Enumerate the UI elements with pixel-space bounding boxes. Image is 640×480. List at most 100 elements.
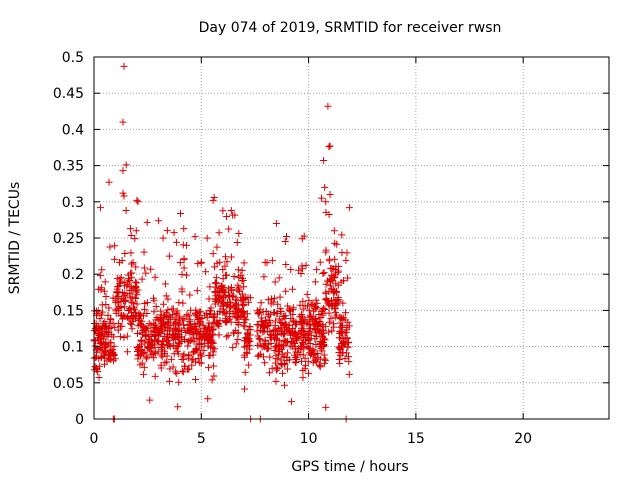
scatter-point — [150, 308, 158, 316]
scatter-point — [169, 305, 177, 313]
x-tick-label: 20 — [514, 431, 532, 447]
scatter-point — [185, 352, 193, 360]
scatter-point — [123, 348, 131, 356]
axis-ticks: 0 0.05 0.1 0.15 0.2 0.25 0.3 0.35 0.4 0.45 0.5 0 5 10… — [53, 50, 609, 447]
scatter-point — [317, 313, 325, 321]
scatter-point — [338, 329, 346, 337]
scatter-point — [283, 233, 291, 241]
scatter-point — [222, 317, 230, 325]
scatter-point — [146, 347, 154, 355]
scatter-point — [216, 308, 224, 316]
scatter-point — [328, 277, 336, 285]
scatter-point — [165, 252, 173, 260]
scatter-point — [147, 265, 155, 273]
scatter-point — [193, 287, 201, 295]
y-tick-label: 0.1 — [62, 340, 84, 356]
scatter-point — [208, 323, 216, 331]
scatter-point — [316, 258, 324, 266]
scatter-point — [307, 312, 315, 320]
scatter-point — [115, 320, 123, 328]
scatter-point — [209, 348, 217, 356]
scatter-point — [232, 301, 240, 309]
scatter-point — [128, 293, 136, 301]
scatter-point — [166, 365, 174, 373]
scatter-point — [141, 299, 149, 307]
data-points — [90, 62, 353, 423]
scatter-point — [151, 372, 159, 380]
scatter-point — [220, 299, 228, 307]
scatter-point — [205, 295, 213, 303]
scatter-point — [133, 279, 141, 287]
scatter-point — [134, 343, 142, 351]
scatter-point — [172, 329, 180, 337]
scatter-point — [282, 287, 290, 295]
scatter-point — [345, 353, 353, 361]
scatter-point — [239, 308, 247, 316]
scatter-point — [261, 336, 269, 344]
scatter-point — [203, 337, 211, 345]
scatter-point — [287, 266, 295, 274]
scatter-point — [299, 367, 307, 375]
scatter-point — [221, 288, 229, 296]
scatter-point — [311, 305, 319, 313]
scatter-point — [321, 359, 329, 367]
scatter-point — [298, 235, 306, 243]
scatter-point — [305, 329, 313, 337]
scatter-point — [226, 313, 234, 321]
scatter-point — [339, 342, 347, 350]
scatter-point — [138, 275, 146, 283]
scatter-point — [179, 368, 187, 376]
scatter-point — [332, 280, 340, 288]
scatter-point — [329, 265, 337, 273]
scatter-point — [281, 381, 289, 389]
scatter-point — [240, 295, 248, 303]
scatter-point — [175, 299, 183, 307]
scatter-point — [187, 306, 195, 314]
scatter-point — [241, 351, 249, 359]
scatter-point — [138, 346, 146, 354]
scatter-point — [104, 342, 112, 350]
scatter-point — [344, 343, 352, 351]
scatter-point — [234, 335, 242, 343]
scatter-point — [117, 274, 125, 282]
scatter-point — [192, 322, 200, 330]
scatter-point — [166, 343, 174, 351]
scatter-point — [299, 328, 307, 336]
scatter-point — [266, 327, 274, 335]
scatter-point — [266, 353, 274, 361]
scatter-point — [219, 275, 227, 283]
scatter-point — [126, 225, 134, 233]
scatter-point — [196, 359, 204, 367]
scatter-point — [292, 359, 300, 367]
scatter-point — [186, 291, 194, 299]
scatter-point — [231, 310, 239, 318]
scatter-point — [285, 327, 293, 335]
scatter-point — [274, 331, 282, 339]
scatter-point — [145, 339, 153, 347]
scatter-point — [186, 327, 194, 335]
scatter-point — [110, 342, 118, 350]
scatter-point — [139, 349, 147, 357]
scatter-point — [225, 291, 233, 299]
scatter-point — [170, 341, 178, 349]
scatter-point — [101, 278, 109, 286]
scatter-point — [98, 266, 106, 274]
scatter-point — [342, 309, 350, 317]
scatter-point — [301, 362, 309, 370]
scatter-point — [299, 297, 307, 305]
scatter-point — [320, 341, 328, 349]
scatter-point — [191, 347, 199, 355]
scatter-point — [336, 334, 344, 342]
scatter-point — [241, 385, 249, 393]
scatter-point — [132, 284, 140, 292]
scatter-point — [226, 298, 234, 306]
scatter-point — [238, 266, 246, 274]
scatter-point — [180, 255, 188, 263]
scatter-point — [164, 326, 172, 334]
scatter-point — [178, 356, 186, 364]
scatter-point — [219, 207, 227, 215]
scatter-point — [308, 300, 316, 308]
scatter-point — [272, 220, 280, 228]
scatter-point — [185, 337, 193, 345]
